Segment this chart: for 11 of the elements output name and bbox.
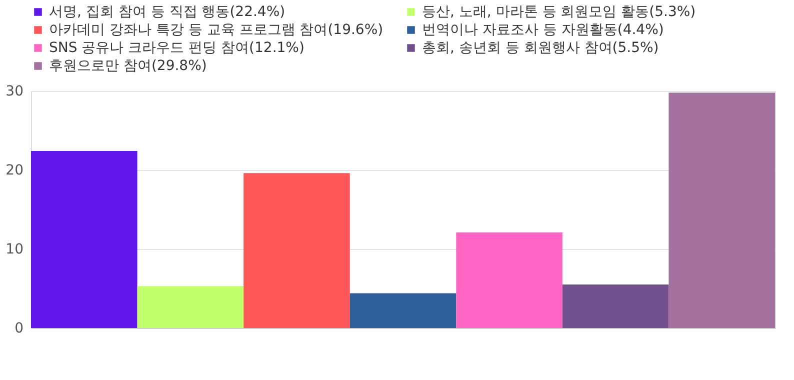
legend-label: 아카데미 강좌나 특강 등 교육 프로그램 참여(19.6%) (49, 22, 384, 38)
y-tick-label: 10 (6, 242, 24, 258)
legend-label: 총회, 송년회 등 회원행사 참여(5.5%) (422, 40, 659, 56)
legend-label: 등산, 노래, 마라톤 등 회원모임 활동(5.3%) (422, 4, 696, 20)
y-tick-label: 30 (6, 84, 24, 100)
legend-label: 번역이나 자료조사 등 자원활동(4.4%) (422, 22, 664, 38)
legend-label: SNS 공유나 크라우드 펀딩 참여(12.1%) (49, 40, 304, 56)
legend-label: 후원으로만 참여(29.8%) (49, 58, 207, 74)
y-tick-label: 20 (6, 162, 24, 178)
legend-label: 서명, 집회 참여 등 직접 행동(22.4%) (49, 4, 286, 20)
y-tick-label: 0 (14, 320, 24, 336)
